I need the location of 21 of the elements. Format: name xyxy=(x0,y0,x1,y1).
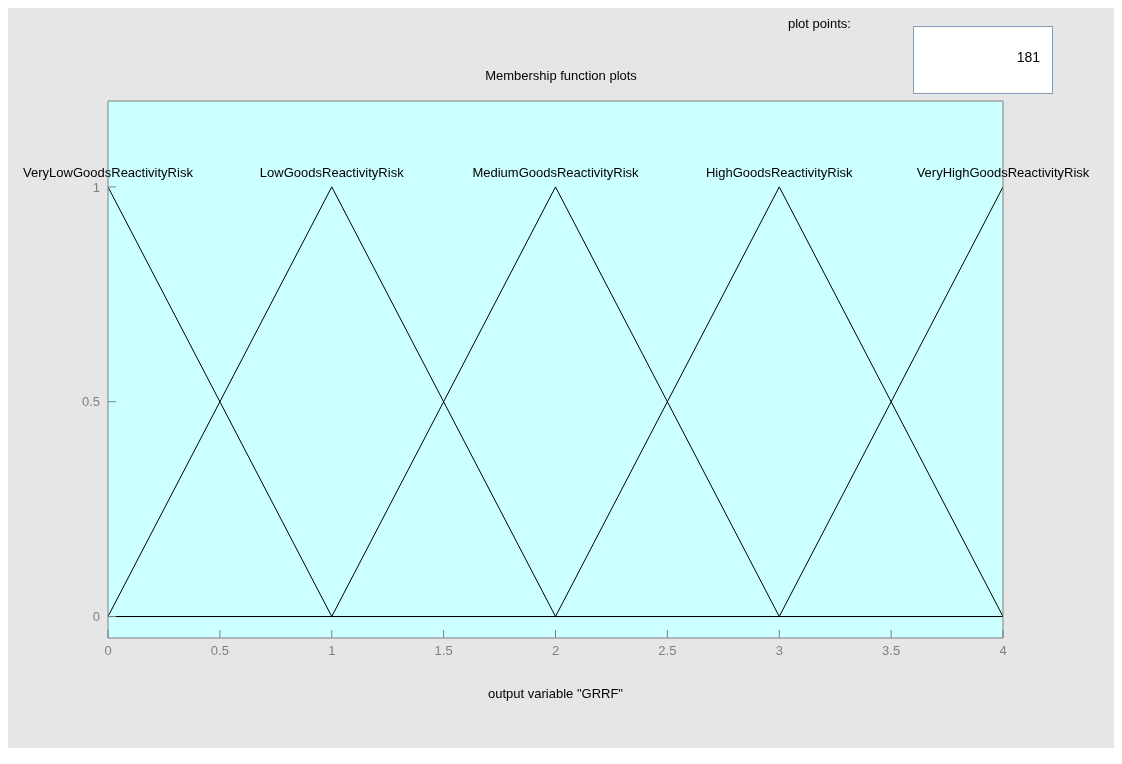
x-tick-label: 0.5 xyxy=(210,643,229,659)
y-tick-label: 1 xyxy=(92,179,100,195)
text-field: 181 xyxy=(913,26,1053,94)
chart-title: Membership function plots xyxy=(484,68,638,83)
series-label: VeryLowGoodsReactivityRisk xyxy=(23,164,194,180)
x-tick-label: 1 xyxy=(328,643,336,659)
x-axis-title: output variable "GRRF" xyxy=(488,686,624,701)
x-tick-label: 0 xyxy=(104,643,112,659)
x-tick-label: 3 xyxy=(775,643,783,659)
series-label: VeryHighGoodsReactivityRisk xyxy=(916,164,1090,180)
series-label: LowGoodsReactivityRisk xyxy=(259,164,405,180)
x-tick-label: 2.5 xyxy=(658,643,677,659)
series-label: MediumGoodsReactivityRisk xyxy=(472,164,640,180)
x-tick-label: 1.5 xyxy=(434,643,453,659)
x-tick-label: 4 xyxy=(999,643,1007,659)
x-tick-label: 2 xyxy=(551,643,560,659)
text: plot points: xyxy=(788,16,851,31)
y-tick-label: 0.5 xyxy=(81,394,100,410)
y-tick-label: 0 xyxy=(92,609,100,625)
x-tick-label: 3.5 xyxy=(882,643,901,659)
series-label: HighGoodsReactivityRisk xyxy=(705,164,854,180)
